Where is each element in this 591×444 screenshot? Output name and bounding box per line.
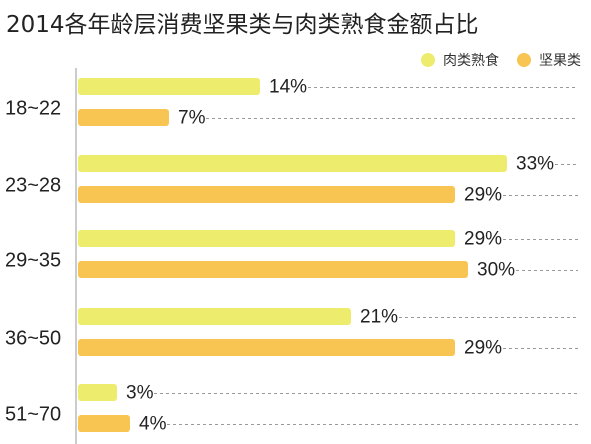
data-label: 29%: [464, 229, 502, 250]
bar-nuts: [78, 186, 455, 203]
bar-nuts: [78, 339, 455, 356]
bar-nuts: [78, 261, 468, 278]
category-label: 23~28: [5, 174, 61, 196]
bar-nuts: [78, 415, 130, 432]
data-label: 4%: [139, 414, 167, 435]
data-label: 29%: [464, 185, 502, 206]
data-label: 3%: [126, 383, 154, 404]
chart-title: 2014各年龄层消费坚果类与肉类熟食金额占比: [6, 12, 479, 38]
data-label: 30%: [477, 260, 515, 281]
legend-swatch-meat: [421, 53, 435, 67]
data-label: 14%: [269, 77, 307, 98]
data-label: 33%: [516, 154, 554, 175]
legend-label-meat: 肉类熟食: [443, 53, 499, 69]
legend-item-nuts: 坚果类: [517, 50, 581, 70]
category-label: 18~22: [5, 97, 61, 119]
bar-meat: [78, 78, 260, 95]
category-label: 51~70: [5, 403, 61, 425]
category-label: 29~35: [5, 249, 61, 271]
bar-meat: [78, 384, 117, 401]
legend: 肉类熟食 坚果类: [421, 50, 581, 70]
legend-swatch-nuts: [517, 53, 531, 67]
bar-meat: [78, 230, 455, 247]
data-label: 7%: [178, 108, 206, 129]
bar-nuts: [78, 109, 169, 126]
category-label: 36~50: [5, 327, 61, 349]
data-label: 29%: [464, 338, 502, 359]
bar-meat: [78, 308, 351, 325]
data-label: 21%: [360, 307, 398, 328]
legend-item-meat: 肉类熟食: [421, 50, 499, 70]
legend-label-nuts: 坚果类: [539, 53, 581, 69]
bar-meat: [78, 155, 507, 172]
